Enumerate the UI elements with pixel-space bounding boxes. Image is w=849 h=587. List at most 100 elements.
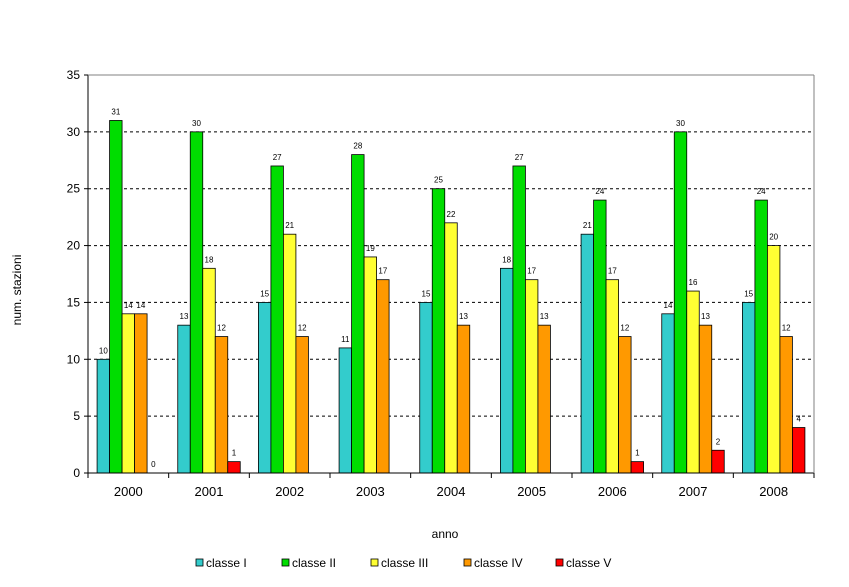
legend-label: classe IV xyxy=(474,556,523,570)
legend-swatch xyxy=(195,558,204,567)
data-label: 0 xyxy=(151,460,156,469)
legend-item: classe V xyxy=(555,556,611,570)
data-label: 13 xyxy=(701,312,710,321)
bar xyxy=(525,279,539,474)
y-tick-label: 20 xyxy=(67,239,81,253)
legend-swatch xyxy=(555,558,564,567)
y-tick-label: 10 xyxy=(67,352,81,366)
bar xyxy=(227,461,241,474)
data-label: 1 xyxy=(635,449,640,458)
legend-label: classe III xyxy=(381,556,428,570)
data-label: 12 xyxy=(620,324,629,333)
data-label: 17 xyxy=(527,267,536,276)
legend-swatch xyxy=(463,558,472,567)
legend-item: classe III xyxy=(370,556,428,570)
bar xyxy=(270,165,284,474)
bar xyxy=(512,165,526,474)
data-label: 21 xyxy=(583,221,592,230)
data-label: 12 xyxy=(298,324,307,333)
bar xyxy=(444,222,458,474)
data-label: 20 xyxy=(769,233,778,242)
legend-item: classe I xyxy=(195,556,247,570)
legend-label: classe II xyxy=(292,556,336,570)
data-label: 13 xyxy=(459,312,468,321)
data-label: 17 xyxy=(378,267,387,276)
bar xyxy=(673,131,688,474)
data-label: 11 xyxy=(341,335,350,344)
bar xyxy=(431,188,446,474)
data-label: 12 xyxy=(217,324,226,333)
y-tick-label: 0 xyxy=(73,466,80,480)
bar xyxy=(376,279,390,474)
bar xyxy=(686,290,700,474)
data-label: 17 xyxy=(608,267,617,276)
x-tick-label: 2004 xyxy=(437,484,466,499)
data-label: 1 xyxy=(232,449,237,458)
bar xyxy=(537,324,551,474)
bar xyxy=(189,131,204,474)
legend-item: classe IV xyxy=(463,556,523,570)
bars xyxy=(96,120,806,474)
x-tick-label: 2000 xyxy=(114,484,143,499)
bar xyxy=(202,267,216,474)
data-label: 16 xyxy=(689,278,698,287)
y-tick-label: 15 xyxy=(67,295,81,309)
data-label: 22 xyxy=(447,210,456,219)
x-tick-label: 2001 xyxy=(195,484,224,499)
bar xyxy=(134,313,148,474)
bar xyxy=(630,461,644,474)
legend-label: classe V xyxy=(566,556,611,570)
data-label: 24 xyxy=(757,187,766,196)
data-label: 25 xyxy=(434,176,443,185)
y-tick-labels: 0 5 10 15 20 25 30 35 xyxy=(67,68,81,480)
bar xyxy=(456,324,471,474)
bar xyxy=(109,120,123,474)
data-label: 31 xyxy=(111,107,120,116)
data-label: 21 xyxy=(285,221,294,230)
bar xyxy=(283,233,297,474)
bar xyxy=(258,302,272,474)
data-label: 2 xyxy=(716,437,721,446)
data-label: 12 xyxy=(782,324,791,333)
data-label: 27 xyxy=(515,153,524,162)
legend-swatch xyxy=(370,558,379,567)
y-tick-label: 35 xyxy=(67,68,81,82)
bar xyxy=(580,233,594,474)
legend-label: classe I xyxy=(206,556,247,570)
bar xyxy=(351,154,365,474)
bar xyxy=(792,427,806,474)
data-label: 15 xyxy=(744,289,753,298)
bar xyxy=(661,313,675,474)
data-label: 18 xyxy=(502,255,511,264)
data-label: 24 xyxy=(595,187,604,196)
legend-item: classe II xyxy=(281,556,336,570)
axes xyxy=(84,74,815,478)
bar xyxy=(605,279,619,474)
bar xyxy=(214,336,229,474)
bar xyxy=(96,358,110,474)
bar xyxy=(711,449,725,474)
x-tick-label: 2002 xyxy=(275,484,304,499)
bar xyxy=(742,302,756,474)
bar xyxy=(419,302,433,474)
bar xyxy=(698,324,713,474)
legend: classe I classe II classe III classe IV clas… xyxy=(195,556,611,570)
bar xyxy=(338,347,352,474)
data-label: 15 xyxy=(422,289,431,298)
data-label: 10 xyxy=(99,346,108,355)
x-tick-label: 2008 xyxy=(759,484,788,499)
x-tick-label: 2007 xyxy=(679,484,708,499)
bar xyxy=(754,199,768,474)
bar xyxy=(121,313,135,474)
data-label: 15 xyxy=(260,289,269,298)
data-label: 30 xyxy=(676,119,685,128)
y-tick-label: 5 xyxy=(73,409,80,423)
data-label: 13 xyxy=(540,312,549,321)
bar xyxy=(618,336,632,474)
bar xyxy=(593,199,607,474)
data-label: 14 xyxy=(124,301,133,310)
data-label: 4 xyxy=(796,415,801,424)
data-label: 14 xyxy=(136,301,145,310)
